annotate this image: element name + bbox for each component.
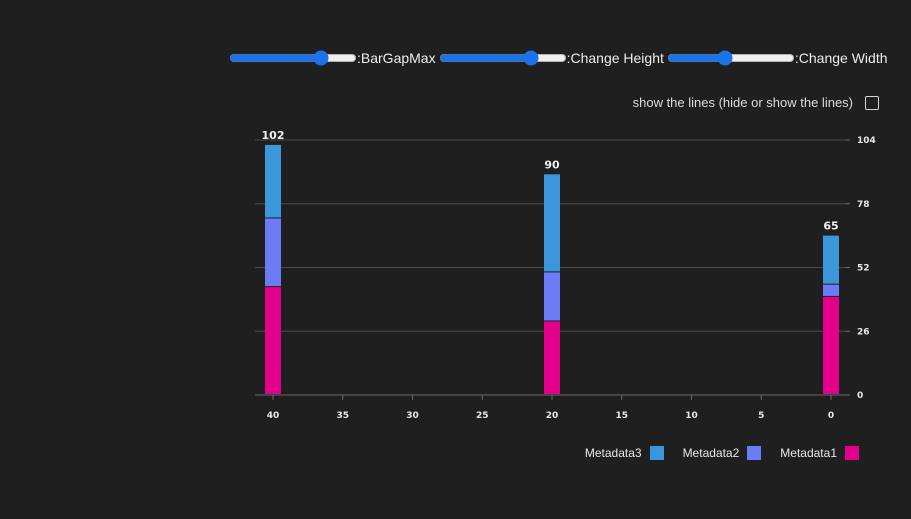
bargap-control: :BarGapMax (229, 50, 436, 66)
legend-label: Metadata3 (584, 446, 642, 460)
legend-item-metadata1[interactable]: Metadata1 (780, 446, 859, 460)
bar-segment-metadata2 (544, 272, 560, 321)
height-slider[interactable] (438, 51, 567, 65)
bar-segment-metadata1 (265, 287, 281, 394)
y-tick-label: 104 (857, 136, 876, 146)
bar-segment-metadata1 (544, 321, 560, 394)
legend-label: Metadata2 (682, 446, 740, 460)
chart-legend: Metadata3 Metadata2 Metadata1 (566, 446, 859, 460)
bar-segment-metadata3 (265, 144, 281, 218)
x-tick-label: 30 (406, 411, 419, 421)
legend-label: Metadata1 (780, 446, 837, 460)
width-control: :Change Width (666, 50, 888, 66)
x-tick-label: 15 (615, 411, 628, 421)
x-tick-label: 35 (336, 411, 349, 421)
legend-item-metadata2[interactable]: Metadata2 (683, 446, 762, 460)
legend-swatch (649, 446, 664, 460)
width-label: :Change Width (794, 50, 888, 66)
x-tick-label: 10 (685, 411, 698, 421)
height-label: :Change Height (566, 50, 664, 66)
bargap-label: :BarGapMax (357, 50, 436, 66)
x-tick-label: 25 (476, 411, 489, 421)
bar-segment-metadata2 (265, 218, 281, 287)
bar-segment-metadata1 (823, 296, 839, 394)
chart-controls: :BarGapMax :Change Height :Change Width (229, 47, 899, 69)
x-tick-label: 40 (267, 411, 280, 421)
y-tick-label: 52 (857, 264, 870, 274)
show-lines-checkbox[interactable] (865, 95, 879, 110)
bar-segment-metadata3 (544, 174, 560, 272)
y-tick-label: 78 (857, 200, 870, 210)
width-slider[interactable] (666, 51, 795, 65)
legend-swatch (747, 446, 762, 460)
x-tick-label: 5 (758, 411, 764, 421)
bargap-slider[interactable] (229, 51, 357, 65)
legend-swatch (845, 446, 859, 460)
height-control: :Change Height (438, 50, 664, 66)
bar-total-label: 102 (262, 129, 285, 142)
x-tick-label: 20 (546, 411, 559, 421)
y-tick-label: 0 (857, 391, 863, 401)
legend-item-metadata3[interactable]: Metadata3 (585, 446, 664, 460)
x-tick-label: 0 (828, 411, 834, 421)
bar-total-label: 65 (823, 220, 838, 233)
show-lines-label: show the lines (hide or show the lines) (632, 95, 853, 110)
bar-segment-metadata2 (823, 284, 839, 296)
y-tick-label: 26 (857, 327, 870, 337)
bar-segment-metadata3 (823, 235, 839, 284)
bar-total-label: 90 (544, 158, 560, 171)
show-lines-toggle: show the lines (hide or show the lines) (633, 95, 879, 110)
